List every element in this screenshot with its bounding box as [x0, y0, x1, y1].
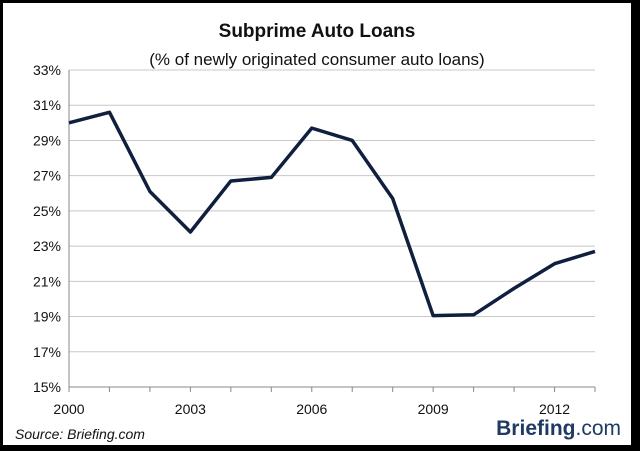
- y-tick-label: 17%: [33, 344, 61, 360]
- brand-name: Briefing: [496, 417, 576, 440]
- y-tick-label: 23%: [33, 238, 61, 254]
- x-tick-labels: 2000 2003 2006 2009 2012: [53, 401, 570, 417]
- y-tick-label: 21%: [33, 273, 61, 289]
- y-tick-label: 29%: [33, 132, 61, 148]
- brand-suffix: .com: [575, 417, 621, 440]
- x-tick-label: 2006: [296, 401, 327, 417]
- line-chart: 15%17%19%21%23%25%27%29%31%33% 2000 2003 2…: [33, 62, 596, 417]
- source-note: Source: Briefing.com: [15, 426, 145, 442]
- x-tick-label: 2003: [175, 401, 206, 417]
- x-tick-label: 2012: [539, 401, 570, 417]
- y-tick-label: 15%: [33, 379, 61, 395]
- chart-subtitle: (% of newly originated consumer auto loa…: [149, 50, 485, 69]
- chart-title: Subprime Auto Loans: [218, 21, 416, 42]
- grid-lines: [69, 69, 595, 353]
- y-tick-label: 25%: [33, 203, 61, 219]
- series-line: [68, 110, 596, 318]
- y-tick-label: 31%: [33, 97, 61, 113]
- y-tick-labels: 15% 17% 19% 21% 23% 25% 27% 29% 31% 33%: [33, 62, 61, 395]
- brand-logo: Briefing.com: [496, 417, 621, 441]
- y-tick-label: 33%: [33, 62, 61, 78]
- x-tick-label: 2000: [53, 401, 84, 417]
- y-tick-label: 19%: [33, 309, 61, 325]
- axes: [68, 70, 596, 392]
- x-tick-label: 2009: [418, 401, 449, 417]
- y-tick-label: 27%: [33, 168, 61, 184]
- series-lines: [68, 110, 596, 318]
- chart-frame: Subprime Auto Loans (% of newly originat…: [3, 3, 631, 445]
